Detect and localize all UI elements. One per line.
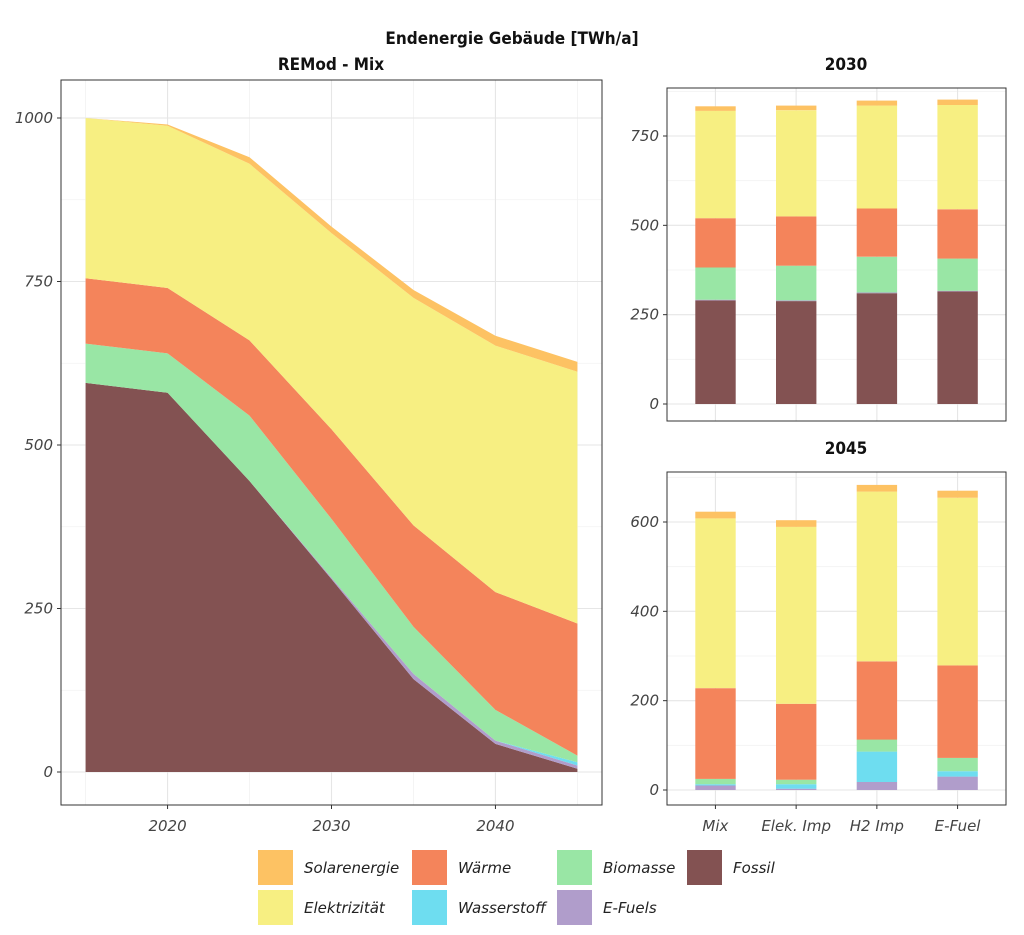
y-tick-label: 750 xyxy=(24,273,53,291)
legend-swatch-efuels xyxy=(557,890,592,925)
legend-swatch-waerme xyxy=(412,850,447,885)
bar-segment-solar xyxy=(856,484,898,492)
bar-segment-wasserstoff xyxy=(695,784,736,786)
x-tick-label: 2030 xyxy=(312,817,350,835)
bar-segment-biomasse xyxy=(776,779,817,785)
y-tick-label: 1000 xyxy=(15,109,53,127)
y-tick-label: 250 xyxy=(630,306,659,324)
legend-label-wasserstoff: Wasserstoff xyxy=(458,899,548,917)
bar-segment-fossil xyxy=(856,293,898,404)
bar-segment-elektrizitaet xyxy=(695,111,736,219)
bar-segment-biomasse xyxy=(776,265,817,301)
legend-label-solar: Solarenergie xyxy=(304,859,399,877)
bar-segment-solar xyxy=(695,106,736,111)
bar-segment-biomasse xyxy=(695,267,736,300)
bar-segment-efuels xyxy=(856,292,898,294)
bar-segment-wasserstoff xyxy=(937,771,978,777)
bar-segment-efuels xyxy=(937,290,978,292)
bar-segment-elektrizitaet xyxy=(937,104,978,210)
bar-segment-biomasse xyxy=(695,778,736,785)
bar-segment-waerme xyxy=(776,216,817,266)
x-tick-label: 2040 xyxy=(476,817,514,835)
bar-segment-elektrizitaet xyxy=(695,518,736,689)
bar-segment-fossil xyxy=(776,301,817,404)
y-tick-label: 0 xyxy=(43,763,53,781)
y-tick-label: 400 xyxy=(630,602,659,620)
area-series-solar xyxy=(85,118,578,372)
legend-label-elektrizitaet: Elektrizität xyxy=(304,899,386,917)
bar-segment-waerme xyxy=(695,218,736,268)
bar-segment-elektrizitaet xyxy=(856,105,898,209)
bar-panel-2045-title: 2045 xyxy=(825,439,868,459)
x-tick-label: H2 Imp xyxy=(850,817,904,835)
bar-segment-biomasse xyxy=(856,256,898,293)
bar-segment-efuels xyxy=(695,299,736,301)
bar-segment-wasserstoff xyxy=(856,751,898,782)
bar-panel-border xyxy=(666,471,1007,806)
bar-chart-2030-panel: 0 250 500 750 xyxy=(630,87,1007,422)
area-chart-panel: 0 250 500 750 1000 2020 2030 2040 xyxy=(15,79,603,835)
area-panel-title: REMod - Mix xyxy=(278,55,384,75)
bar-segment-biomasse xyxy=(856,739,898,752)
legend-label-waerme: Wärme xyxy=(458,859,511,877)
bar-segment-efuels xyxy=(856,782,898,790)
bar-segment-solar xyxy=(695,511,736,519)
bar-segment-elektrizitaet xyxy=(776,110,817,217)
bar-segment-waerme xyxy=(937,665,978,758)
legend-swatch-wasserstoff xyxy=(412,890,447,925)
legend-label-efuels: E-Fuels xyxy=(603,899,657,917)
x-tick-label: Elek. Imp xyxy=(761,817,831,835)
legend: Solarenergie Wärme Biomasse Fossil Elektrizi… xyxy=(258,850,776,925)
bar-segment-waerme xyxy=(856,208,898,257)
bar-segment-fossil xyxy=(937,291,978,404)
bar-segment-solar xyxy=(856,100,898,106)
bar-segment-wasserstoff xyxy=(776,784,817,789)
bar-segment-efuels xyxy=(937,776,978,790)
y-tick-label: 0 xyxy=(649,395,659,413)
legend-label-fossil: Fossil xyxy=(733,859,776,877)
bar-panel-2030-title: 2030 xyxy=(825,55,868,75)
bar-chart-2045-panel: 0 200 400 600 Mix Elek. Imp H2 Imp E-Fuel xyxy=(630,471,1007,835)
figure-title: Endenergie Gebäude [TWh/a] xyxy=(385,29,638,49)
y-tick-label: 200 xyxy=(630,692,659,710)
area-series-elektrizitaet xyxy=(85,118,578,624)
area-series-biomasse xyxy=(85,343,578,763)
bar-segment-fossil xyxy=(695,300,736,404)
bar-segment-efuels xyxy=(776,300,817,302)
bar-segment-solar xyxy=(937,99,978,105)
bar-segment-elektrizitaet xyxy=(776,526,817,704)
y-tick-label: 750 xyxy=(630,127,659,145)
bar-segment-waerme xyxy=(856,661,898,740)
bar-panel-border xyxy=(666,87,1007,422)
bar-segment-solar xyxy=(776,520,817,527)
area-series-fossil xyxy=(85,382,578,772)
bar-segment-efuels xyxy=(776,788,817,790)
legend-swatch-fossil xyxy=(687,850,722,885)
bar-segment-waerme xyxy=(695,688,736,779)
bar-segment-biomasse xyxy=(937,258,978,291)
bar-segment-waerme xyxy=(937,209,978,259)
y-tick-label: 0 xyxy=(649,781,659,799)
x-tick-label: 2020 xyxy=(148,817,186,835)
bar-segment-elektrizitaet xyxy=(937,497,978,666)
bar-segment-efuels xyxy=(695,785,736,790)
legend-swatch-elektrizitaet xyxy=(258,890,293,925)
y-tick-label: 600 xyxy=(630,513,659,531)
bar-segment-solar xyxy=(937,490,978,498)
y-tick-label: 500 xyxy=(24,436,53,454)
bar-segment-elektrizitaet xyxy=(856,491,898,662)
bar-segment-waerme xyxy=(776,703,817,780)
legend-swatch-biomasse xyxy=(557,850,592,885)
legend-swatch-solar xyxy=(258,850,293,885)
x-tick-label: E-Fuel xyxy=(935,817,982,835)
legend-label-biomasse: Biomasse xyxy=(603,859,675,877)
bar-segment-solar xyxy=(776,105,817,111)
y-tick-label: 500 xyxy=(630,216,659,234)
area-series-waerme xyxy=(85,278,578,756)
x-tick-label: Mix xyxy=(702,817,728,835)
bar-segment-biomasse xyxy=(937,757,978,772)
y-tick-label: 250 xyxy=(24,600,53,618)
